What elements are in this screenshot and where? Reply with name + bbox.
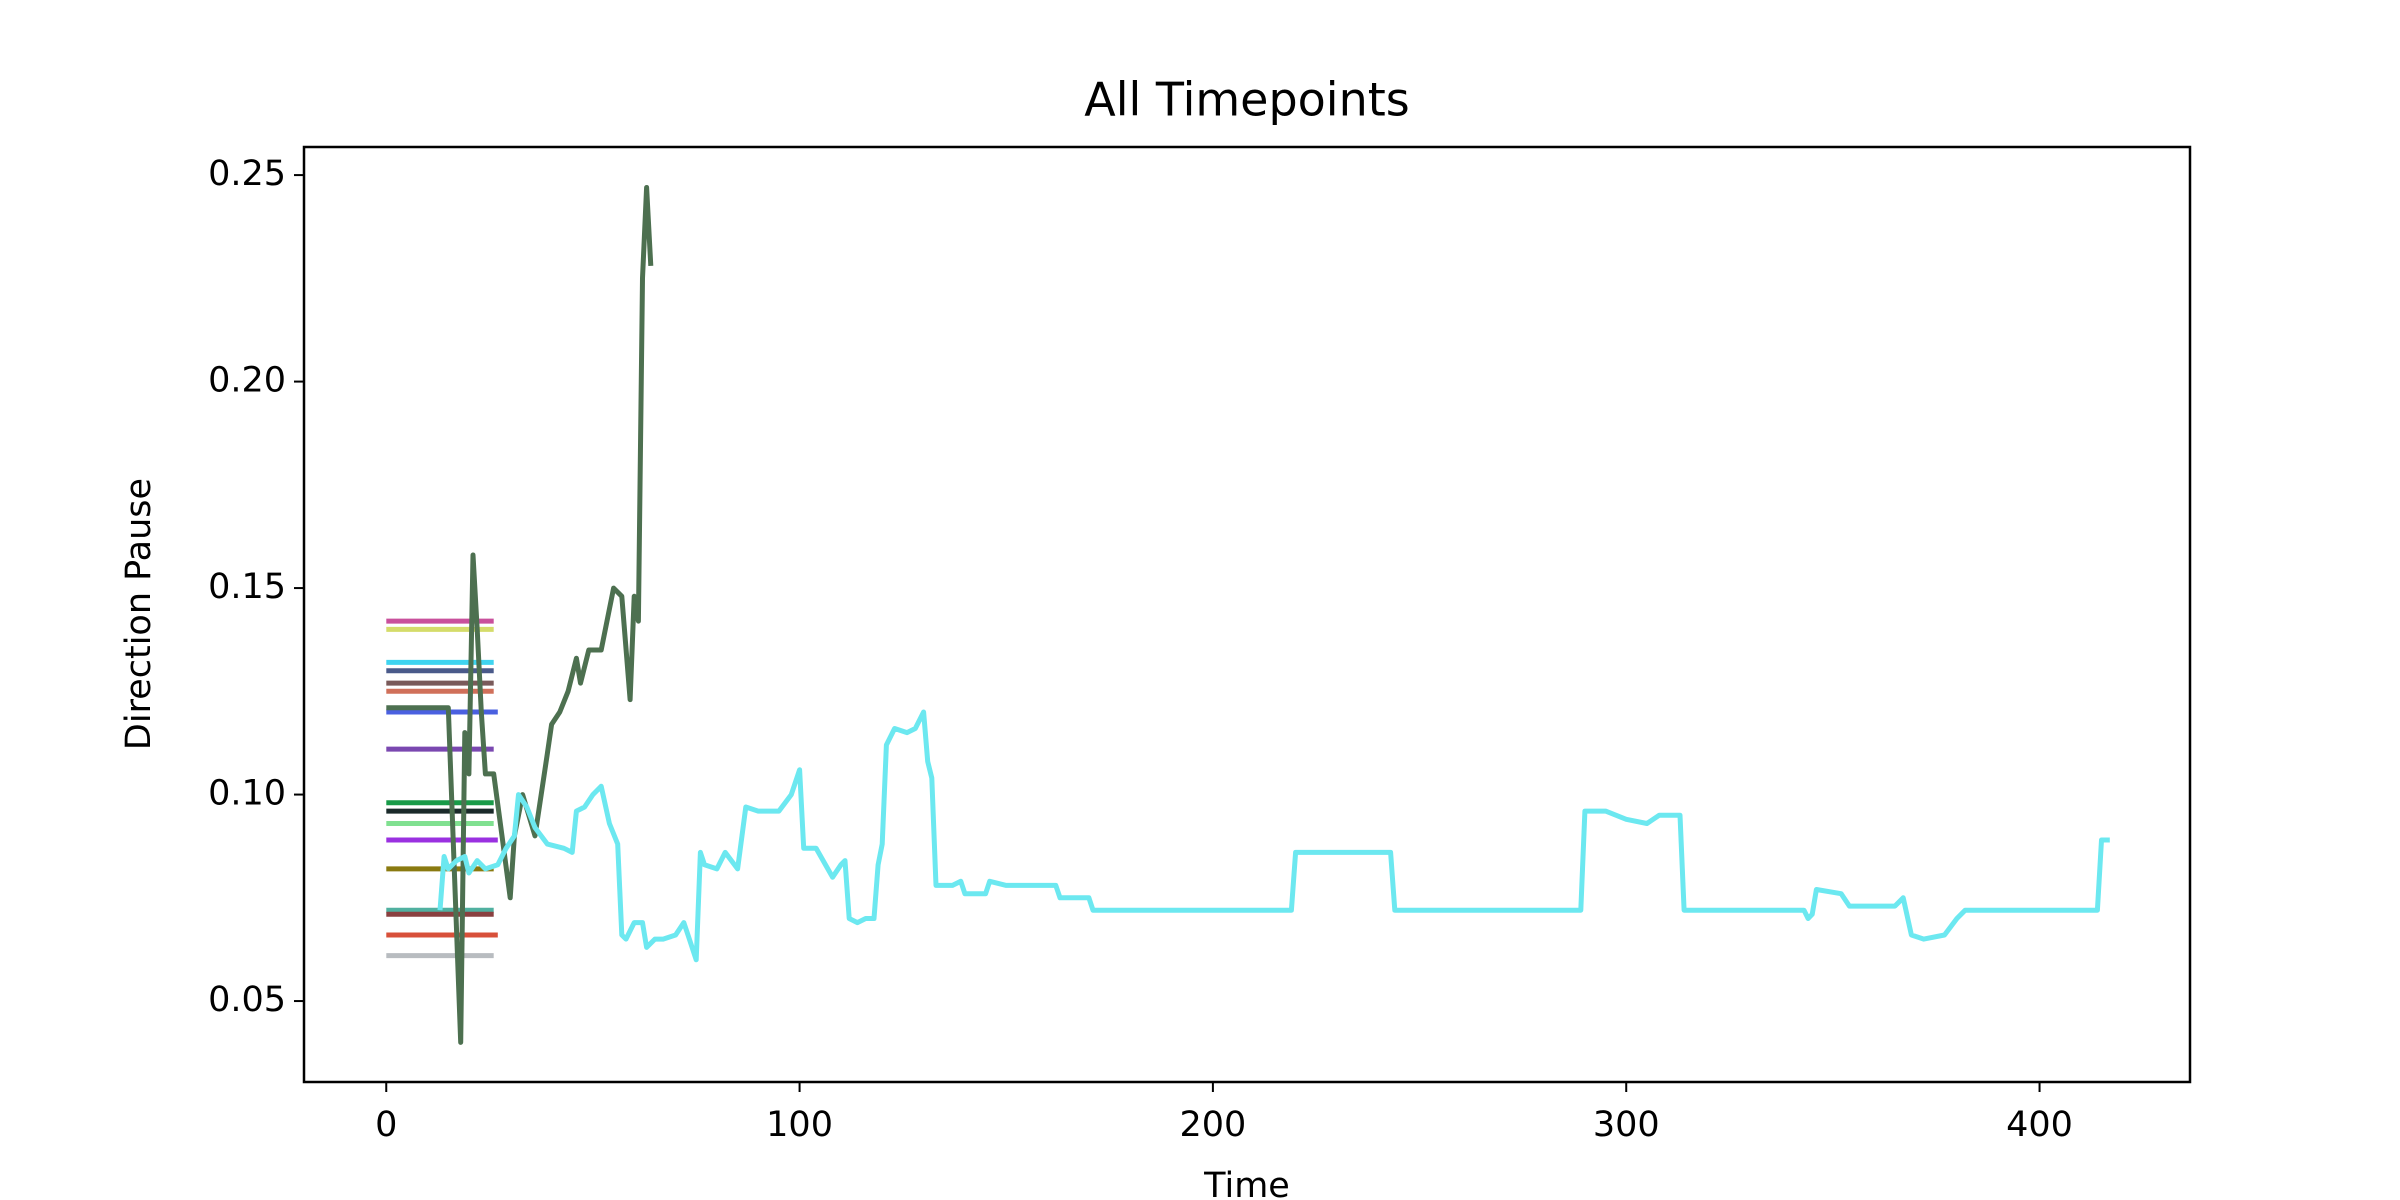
chart-title: All Timepoints	[1084, 73, 1410, 127]
y-tick-label: 0.05	[208, 980, 286, 1020]
x-tick-label: 300	[1593, 1105, 1660, 1145]
x-tick-label: 100	[766, 1105, 833, 1145]
x-tick-label: 0	[375, 1105, 397, 1145]
x-tick-label: 400	[2006, 1105, 2073, 1145]
plot-frame	[302, 145, 2192, 1084]
series-line	[386, 185, 654, 1045]
y-axis-label: Direction Pause	[119, 478, 159, 750]
y-tick-label: 0.10	[208, 774, 286, 814]
series-line	[437, 709, 2110, 963]
y-tick-label: 0.15	[208, 567, 286, 607]
x-axis-label: Time	[1203, 1166, 1290, 1200]
x-tick-label: 200	[1179, 1105, 1246, 1145]
y-tick-label: 0.20	[208, 361, 286, 401]
y-tick-label: 0.25	[208, 154, 286, 194]
